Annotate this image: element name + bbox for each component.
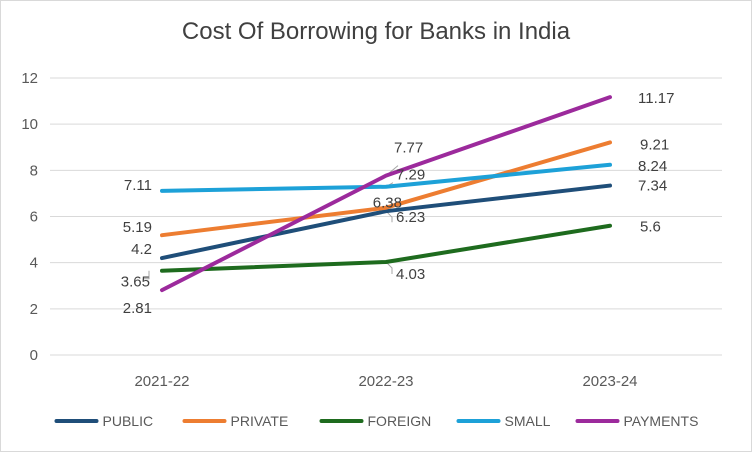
- y-axis-ticks: 0 2 4 6 8 10 12: [21, 70, 38, 364]
- data-label-public-2022-23: 6.23: [396, 209, 425, 226]
- legend-item-private: PRIVATE: [182, 413, 289, 429]
- legend-label-payments: PAYMENTS: [624, 413, 699, 429]
- data-label-foreign-2023-24: 5.6: [640, 219, 661, 236]
- data-label-small-2021-22: 7.11: [124, 177, 152, 194]
- data-label-small-2022-23: 7.29: [396, 167, 425, 184]
- x-tick-label-2022-23: 2022-23: [358, 373, 413, 390]
- series-lines: [160, 95, 612, 293]
- y-tick-label-0: 0: [30, 347, 38, 364]
- y-tick-label-8: 8: [30, 162, 38, 179]
- leader-foreign-1: [385, 261, 393, 274]
- y-tick-label-2: 2: [30, 301, 38, 318]
- legend-item-foreign: FOREIGN: [319, 413, 432, 429]
- legend-label-small: SMALL: [505, 413, 551, 429]
- x-tick-label-2021-22: 2021-22: [134, 373, 189, 390]
- series-line-payments: [160, 95, 612, 293]
- data-label-foreign-2021-22: 3.65: [121, 274, 150, 291]
- series-line-foreign: [160, 223, 612, 273]
- y-tick-label-4: 4: [30, 255, 38, 272]
- legend-item-small: SMALL: [456, 413, 551, 429]
- x-tick-label-2023-24: 2023-24: [582, 373, 637, 390]
- data-label-payments-2022-23: 7.77: [394, 140, 423, 157]
- y-tick-label-12: 12: [21, 70, 38, 87]
- data-label-private-2021-22: 5.19: [123, 219, 152, 236]
- y-tick-label-10: 10: [21, 116, 38, 133]
- leader-public-1: [385, 210, 393, 223]
- data-labels: 4.2 6.23 7.34 5.19 6.38 9.21 3.65 4.03 5.6 7.11 7.…: [121, 90, 675, 317]
- series-line-small: [160, 162, 612, 193]
- data-label-public-2021-22: 4.2: [131, 241, 152, 258]
- data-label-payments-2021-22: 2.81: [123, 300, 152, 317]
- legend-item-public: PUBLIC: [54, 413, 154, 429]
- legend-item-payments: PAYMENTS: [575, 413, 699, 429]
- data-label-small-2023-24: 8.24: [638, 158, 667, 175]
- data-label-payments-2023-24: 11.17: [638, 90, 674, 107]
- data-label-foreign-2022-23: 4.03: [396, 266, 425, 283]
- legend-label-public: PUBLIC: [103, 413, 154, 429]
- legend-label-foreign: FOREIGN: [368, 413, 432, 429]
- data-label-public-2023-24: 7.34: [638, 178, 667, 195]
- leader-foreign-0: [144, 270, 150, 280]
- series-line-private: [160, 140, 612, 238]
- legend: PUBLIC PRIVATE FOREIGN SMALL PAYMENTS: [54, 413, 699, 429]
- legend-label-private: PRIVATE: [231, 413, 289, 429]
- y-tick-label-6: 6: [30, 209, 38, 226]
- chart-title: Cost Of Borrowing for Banks in India: [181, 18, 571, 45]
- series-line-public: [160, 183, 612, 261]
- x-axis-ticks: 2021-22 2022-23 2023-24: [134, 373, 637, 390]
- data-label-private-2023-24: 9.21: [640, 136, 669, 153]
- data-label-private-2022-23: 6.38: [373, 195, 402, 212]
